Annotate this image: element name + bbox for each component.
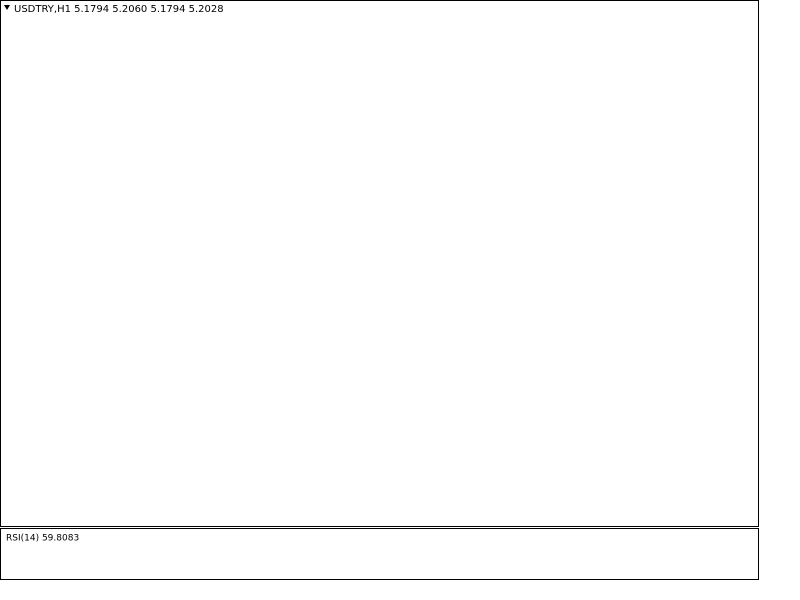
menu-arrow[interactable]: [4, 5, 10, 10]
chart-title: USDTRY,H1 5.1794 5.2060 5.1794 5.2028: [14, 4, 224, 15]
rsi-label: RSI(14) 59.8083: [6, 534, 79, 544]
main-frame: [0, 0, 759, 527]
rsi-frame: [0, 528, 759, 580]
